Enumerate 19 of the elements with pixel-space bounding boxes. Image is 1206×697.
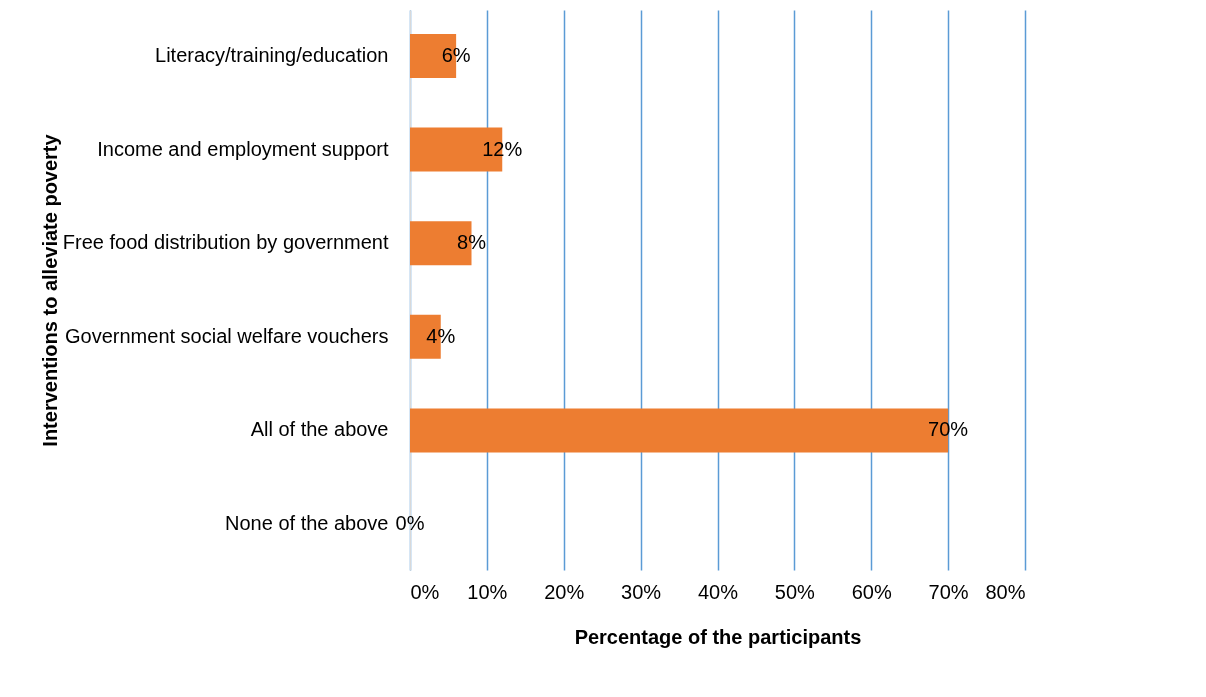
y-tick-label: None of the above: [225, 512, 389, 535]
y-tick-label: Government social welfare vouchers: [65, 324, 389, 347]
x-tick-label: 10%: [467, 580, 508, 603]
x-tick-label: 60%: [851, 580, 892, 603]
data-label: 6%: [441, 43, 471, 66]
y-tick-label: Income and employment support: [97, 137, 389, 160]
x-tick-label: 50%: [774, 580, 816, 603]
x-tick-label: 40%: [697, 580, 739, 603]
y-axis-title: Interventions to alleviate poverty: [38, 133, 61, 447]
y-tick-label: All of the above: [250, 418, 389, 441]
x-axis-title: Percentage of the participants: [574, 625, 862, 648]
x-tick-label: 0%: [410, 580, 440, 603]
data-label: 0%: [395, 512, 425, 535]
x-tick-label: 80%: [985, 580, 1026, 603]
x-tick-label: 30%: [621, 580, 662, 603]
x-tick-label: 70%: [928, 580, 969, 603]
y-tick-label: Literacy/training/education: [155, 43, 389, 66]
x-tick-label: 20%: [544, 580, 585, 603]
y-tick-label: Free food distribution by government: [62, 231, 389, 254]
